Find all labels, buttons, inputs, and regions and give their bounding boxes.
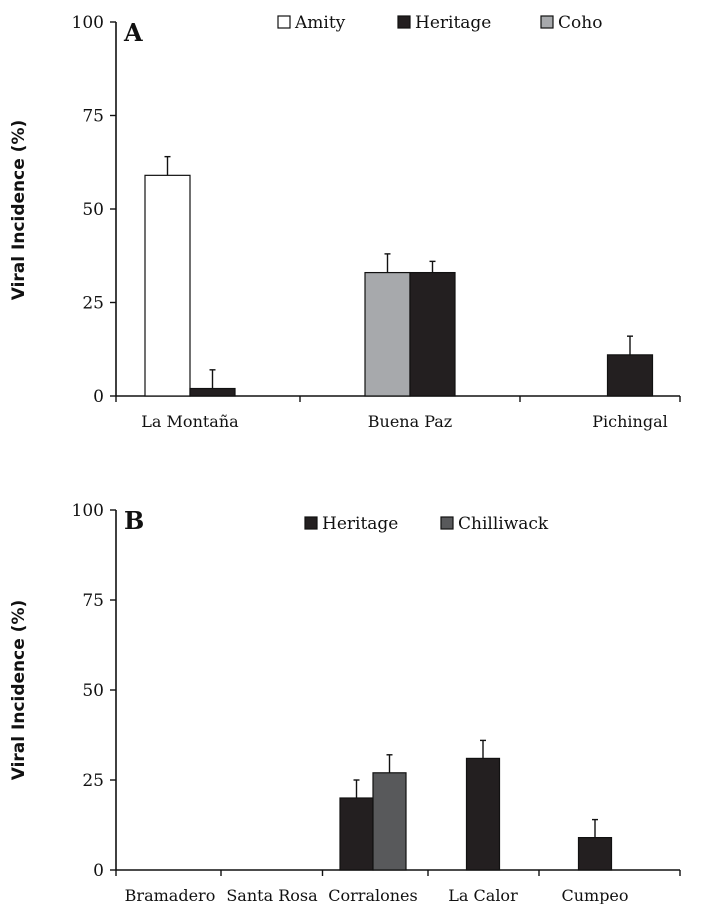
legend-label: Heritage	[415, 13, 491, 33]
legend-swatch-coho	[540, 15, 554, 29]
bar-heritage	[339, 797, 374, 871]
legend-label: Amity	[294, 13, 346, 33]
legend-label: Chilliwack	[458, 514, 549, 534]
bar-amity	[144, 174, 191, 397]
y-tick-label: 75	[82, 591, 104, 611]
bar-chilliwack	[372, 772, 407, 871]
bar-heritage	[577, 836, 613, 871]
y-tick-label: 25	[82, 294, 104, 314]
legend-label: Heritage	[322, 514, 398, 534]
y-axis-title: Viral Incidence (%)	[9, 120, 29, 301]
bar-heritage	[189, 387, 236, 397]
bar-heritage	[606, 354, 654, 397]
x-category-label: La Calor	[448, 886, 518, 904]
legend-swatch-amity	[277, 15, 291, 29]
panel-label: B	[124, 506, 144, 535]
x-category-label: Bramadero	[125, 886, 216, 904]
y-tick-label: 0	[93, 861, 104, 881]
bar-heritage	[409, 271, 456, 397]
bar-coho	[364, 271, 411, 397]
x-category-label: Corralones	[328, 886, 417, 904]
legend-swatch-heritage	[304, 516, 318, 530]
y-tick-label: 100	[72, 13, 104, 33]
y-axis-title: Viral Incidence (%)	[9, 600, 29, 781]
y-tick-label: 0	[93, 387, 104, 407]
bar-heritage	[465, 757, 501, 871]
y-tick-label: 50	[82, 200, 104, 220]
panel-label: A	[123, 18, 143, 47]
legend-swatch-heritage	[397, 15, 411, 29]
legend-label: Coho	[558, 13, 602, 33]
x-category-label: Cumpeo	[561, 886, 628, 904]
x-category-label: Pichingal	[592, 412, 667, 431]
panel-a-chart: 0 25 50 75 100 La Montaña Buena Paz Pichingal Am…	[9, 13, 681, 431]
x-category-label: Buena Paz	[368, 412, 452, 431]
x-category-label: La Montaña	[141, 412, 239, 431]
panel-b-chart: 0 25 50 75 100 Bramadero Santa Rosa Corralones L…	[9, 501, 681, 904]
legend-swatch-chilliwack	[440, 516, 454, 530]
y-tick-label: 25	[82, 771, 104, 791]
x-category-label: Santa Rosa	[226, 886, 318, 904]
y-tick-label: 100	[72, 501, 104, 521]
y-tick-label: 75	[82, 107, 104, 127]
y-tick-label: 50	[82, 681, 104, 701]
